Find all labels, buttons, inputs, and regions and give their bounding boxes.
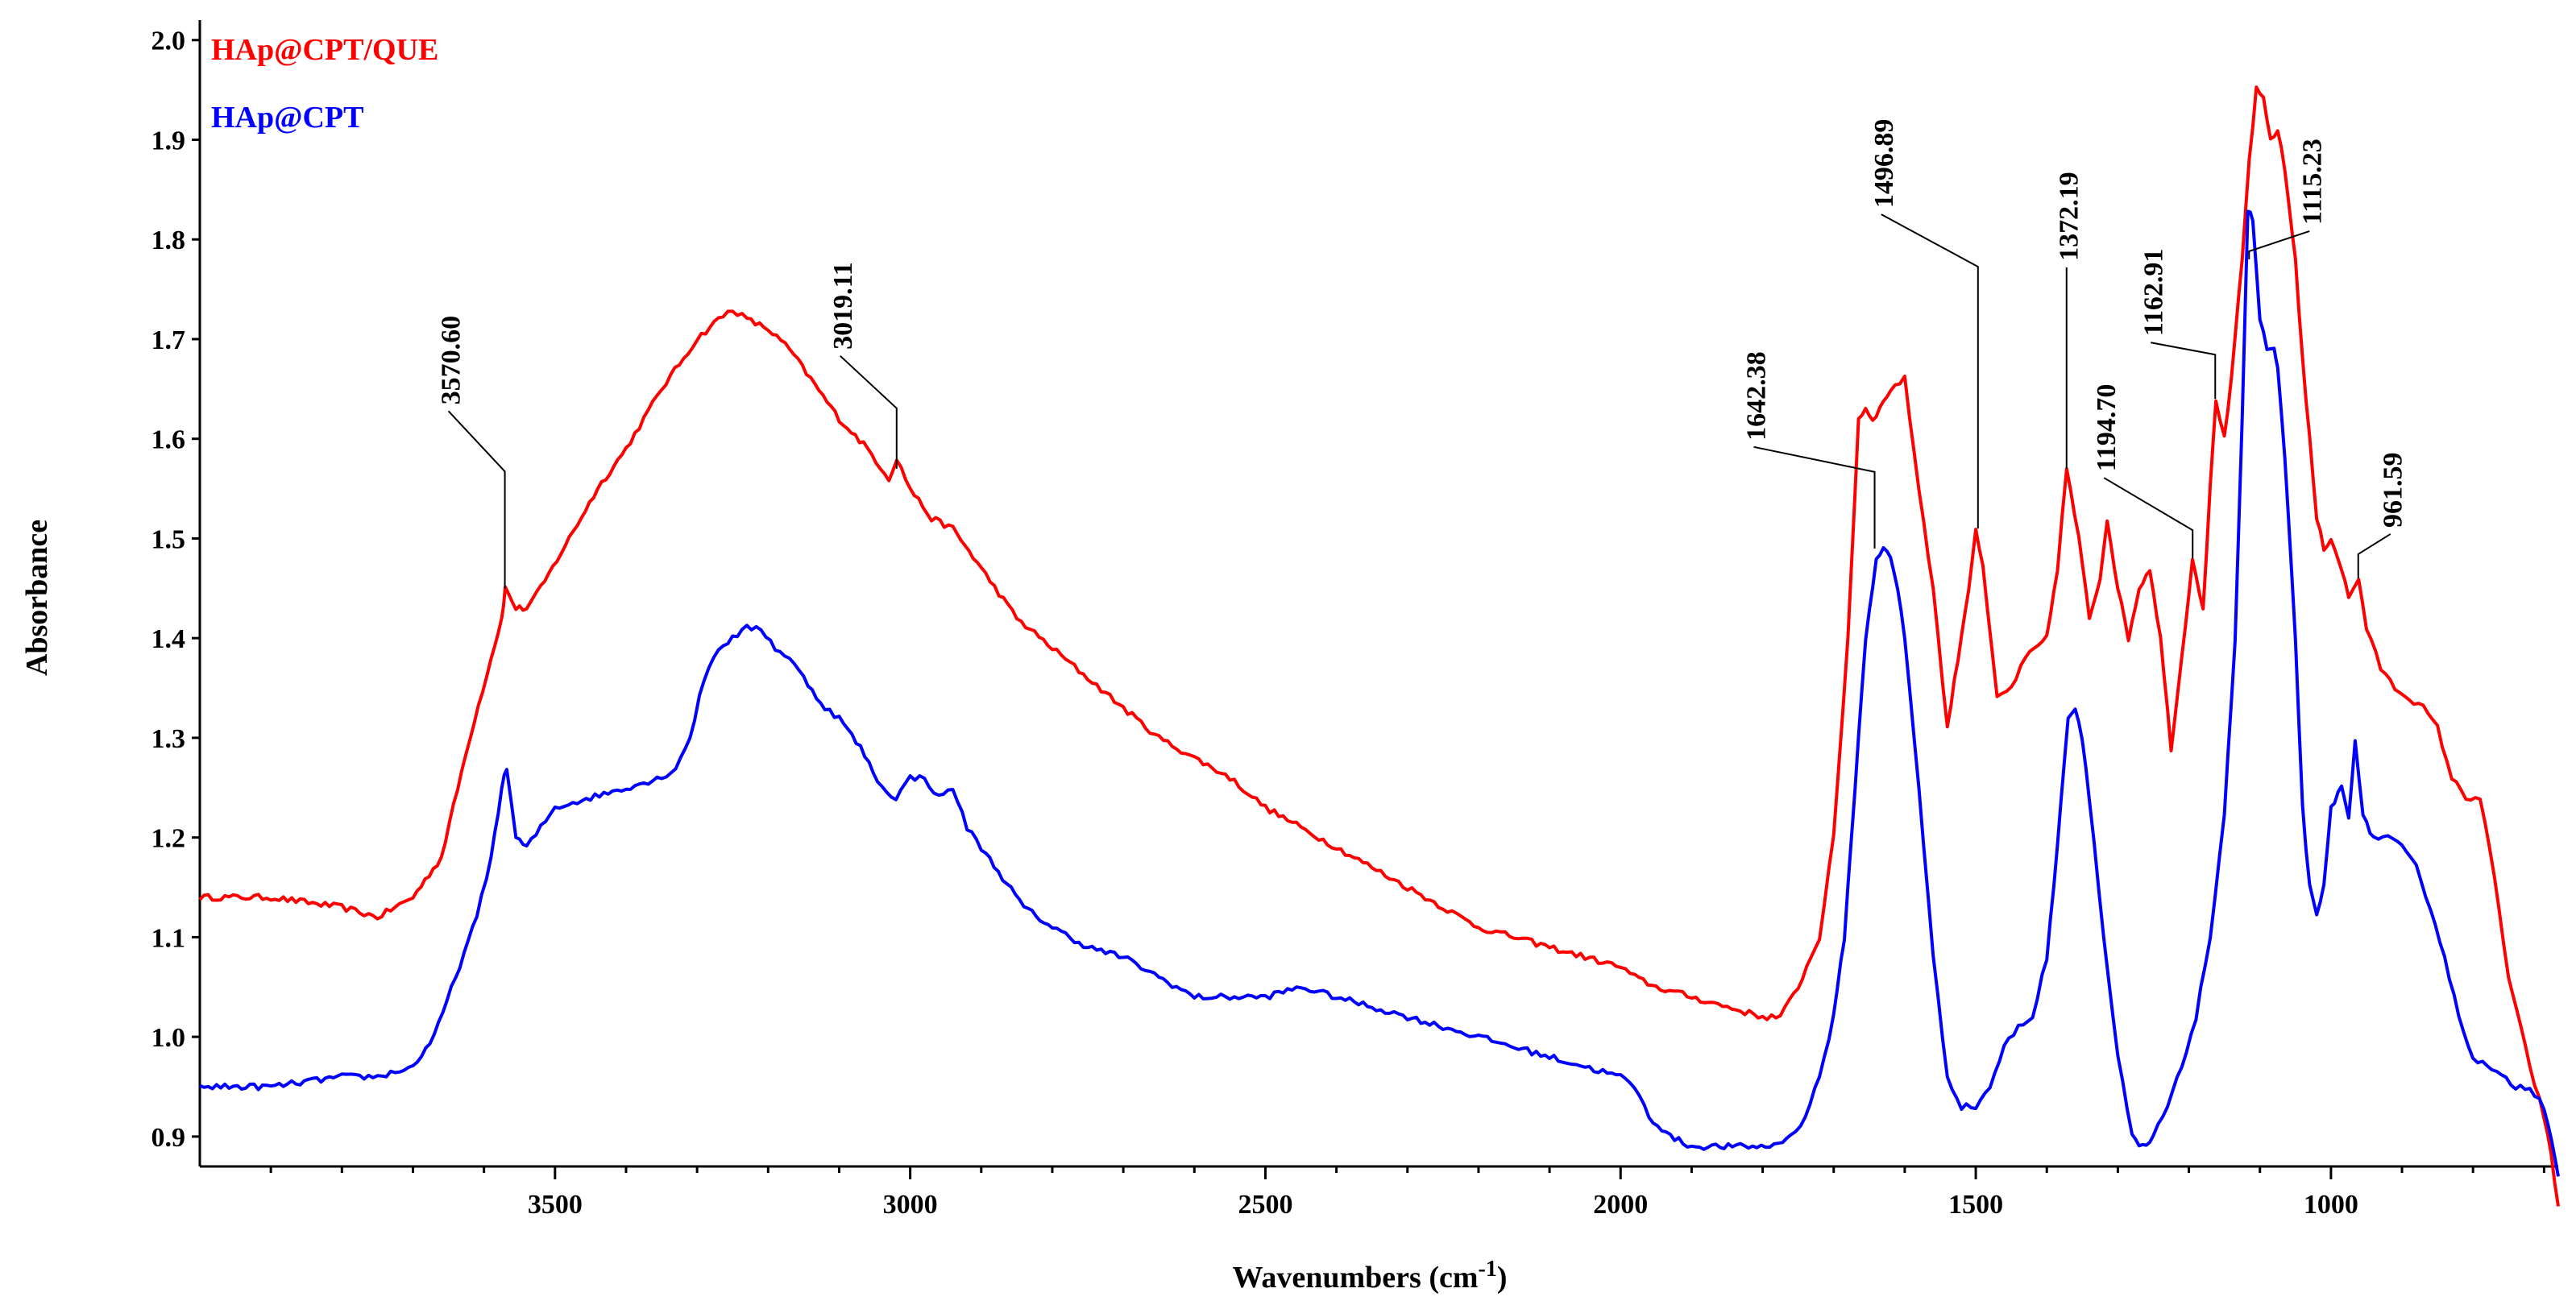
peak-leader-line <box>1881 213 1979 529</box>
y-tick-label: 1.1 <box>151 923 186 953</box>
x-axis-title-close: ) <box>1497 1261 1508 1295</box>
peak-annotations: 3570.60 3019.11 1642.38 1496.89 1372.19 1194.… <box>437 119 2408 589</box>
peak-leader-line <box>840 355 898 469</box>
legend-entry-hap-cpt: HAp@CPT <box>211 101 363 135</box>
y-tick-label: 1.5 <box>151 524 186 554</box>
y-axis-ticks: 0.9 1.0 1.1 1.2 1.3 1.4 1.5 1.6 1.7 1.8 1.9 2.0 <box>151 27 200 1153</box>
peak-leader-line <box>2248 230 2310 259</box>
legend-entry-hap-cpt-que: HAp@CPT/QUE <box>211 33 438 67</box>
y-tick-label: 0.9 <box>151 1123 186 1153</box>
x-tick-label: 1000 <box>2304 1190 2358 1220</box>
x-axis-title: Wavenumbers (cm-1) <box>1232 1257 1507 1295</box>
peak-label: 1496.89 <box>1869 119 1899 209</box>
peak-label: 961.59 <box>2379 452 2408 528</box>
x-tick-label: 3000 <box>883 1190 938 1220</box>
peak-leader-line <box>2151 342 2217 400</box>
x-tick-label: 2500 <box>1238 1190 1292 1220</box>
peak-leader-line <box>2103 477 2194 559</box>
y-tick-label: 1.8 <box>151 226 186 255</box>
y-tick-label: 1.0 <box>151 1023 186 1053</box>
x-tick-label: 1500 <box>1948 1190 2003 1220</box>
peak-leader-line <box>447 410 506 589</box>
peak-label: 1115.23 <box>2297 139 2327 225</box>
x-tick-label: 3500 <box>528 1190 583 1220</box>
peak-label: 3019.11 <box>828 262 858 350</box>
peak-label: 3570.60 <box>437 316 467 405</box>
y-tick-label: 1.9 <box>151 126 186 155</box>
peak-leader-line <box>1753 445 1876 549</box>
peak-label: 1372.19 <box>2055 172 2084 261</box>
peak-label: 1194.70 <box>2092 384 2122 472</box>
peak-leader-line <box>2357 533 2391 578</box>
y-tick-label: 1.3 <box>151 724 186 754</box>
y-tick-label: 1.6 <box>151 425 186 455</box>
x-tick-label: 2000 <box>1593 1190 1648 1220</box>
x-axis-title-superscript: -1 <box>1479 1257 1497 1282</box>
y-tick-label: 2.0 <box>151 27 186 56</box>
y-tick-label: 1.2 <box>151 824 186 854</box>
y-axis-title: Absorbance <box>20 520 54 676</box>
x-axis-ticks: 3500 3000 2500 2000 1500 1000 <box>269 1166 2545 1220</box>
peak-label: 1642.38 <box>1742 351 1772 441</box>
series-line-hap-cpt <box>199 209 2560 1177</box>
x-axis-title-main: Wavenumbers (cm <box>1232 1261 1478 1295</box>
series-group <box>198 85 2560 1207</box>
y-tick-label: 1.7 <box>151 325 186 355</box>
peak-label: 1162.91 <box>2138 249 2168 337</box>
y-tick-label: 1.4 <box>151 624 186 654</box>
series-line-hap-cpt-que <box>198 85 2560 1207</box>
